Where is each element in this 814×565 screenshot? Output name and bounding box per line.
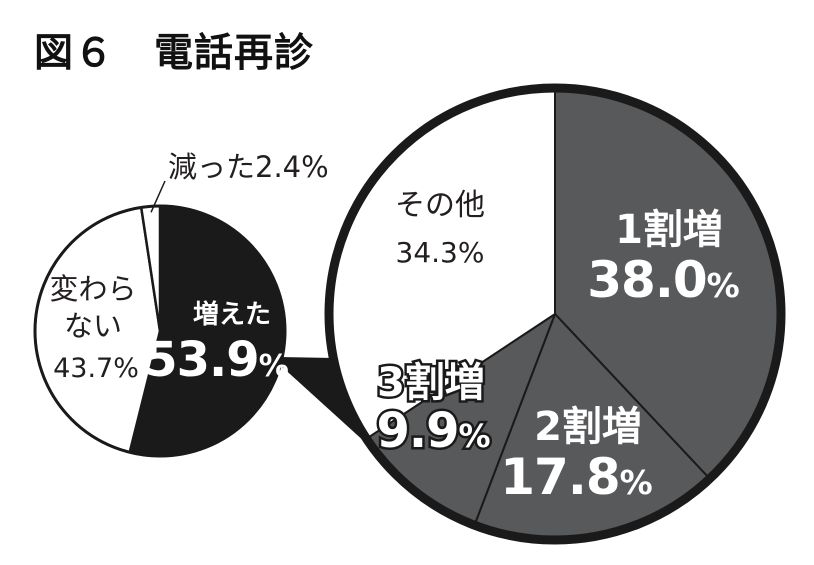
slice-label-decreased: 減った2.4%: [168, 150, 329, 184]
slice-label-unchanged-line1: 変わら: [49, 272, 136, 306]
leader-line: [150, 180, 166, 213]
figure-title: 図６ 電話再診: [34, 31, 315, 76]
detail-value-20pct: 17.8%: [500, 448, 652, 506]
detail-label-other: その他: [395, 188, 485, 223]
detail-value-10pct: 38.0%: [587, 251, 739, 309]
detail-value-30pct: 9.9%: [376, 403, 490, 459]
slice-label-increased: 増えた: [193, 300, 271, 330]
slice-label-unchanged-line2: ない: [64, 309, 122, 343]
pie-outline: [33, 204, 287, 458]
slice-value-increased: 53.9%: [144, 332, 288, 388]
detail-label-30pct: 3割増: [377, 360, 485, 406]
detail-label-10pct: 1割増: [615, 207, 723, 253]
slice-value-unchanged: 43.7%: [53, 353, 139, 384]
detail-value-other: 34.3%: [396, 236, 485, 269]
detail-label-20pct: 2割増: [534, 404, 642, 450]
detail-pie-outline: [324, 83, 786, 545]
